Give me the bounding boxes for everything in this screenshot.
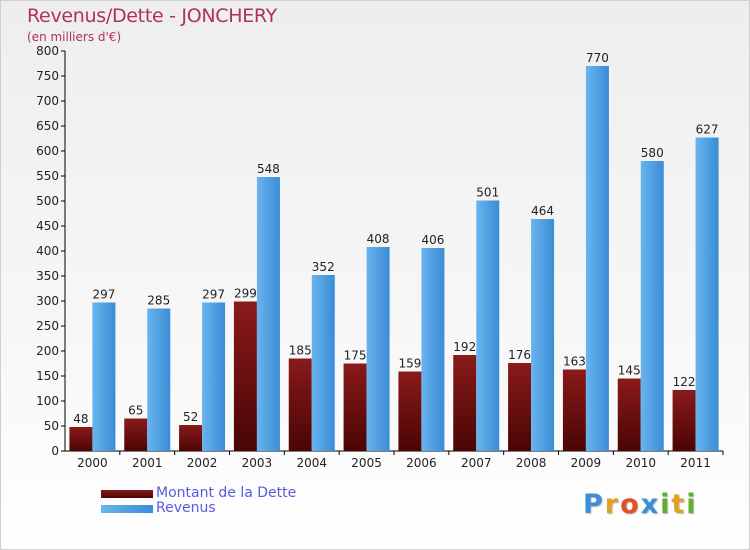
bar-dette <box>343 363 367 451</box>
data-label-dette: 192 <box>453 340 476 354</box>
y-tick-label: 800 <box>36 44 59 58</box>
y-tick-label: 300 <box>36 294 59 308</box>
x-tick-label: 2001 <box>132 456 163 470</box>
y-tick-label: 550 <box>36 169 59 183</box>
data-label-dette: 52 <box>183 410 198 424</box>
x-tick-label: 2008 <box>516 456 547 470</box>
bar-revenus <box>202 302 226 451</box>
bar-revenus <box>476 200 500 451</box>
data-label-revenus: 406 <box>421 233 444 247</box>
y-tick-label: 750 <box>36 69 59 83</box>
bar-revenus <box>695 137 719 451</box>
y-tick-label: 350 <box>36 269 59 283</box>
data-label-revenus: 770 <box>586 51 609 65</box>
bar-revenus <box>531 219 555 451</box>
y-tick-label: 500 <box>36 194 59 208</box>
bar-dette <box>124 418 148 451</box>
y-tick-label: 700 <box>36 94 59 108</box>
data-label-dette: 299 <box>234 287 257 301</box>
bar-dette <box>288 358 312 451</box>
bar-dette <box>453 355 477 451</box>
data-label-revenus: 297 <box>92 288 115 302</box>
x-tick-label: 2004 <box>296 456 327 470</box>
data-label-dette: 175 <box>344 349 367 363</box>
proxiti-logo: Proxiti <box>583 489 698 520</box>
data-label-revenus: 464 <box>531 204 554 218</box>
chart-subtitle: (en milliers d'€) <box>27 30 122 44</box>
bar-dette <box>562 369 586 451</box>
bar-revenus <box>256 177 280 451</box>
bar-revenus <box>585 66 609 451</box>
data-label-revenus: 627 <box>696 123 719 137</box>
data-label-revenus: 501 <box>476 186 499 200</box>
chart-title: Revenus/Dette - JONCHERY <box>27 5 277 27</box>
y-axis: 0 50 100 150 200 250 300 350 400 450 500 550 600 650 7… <box>36 44 66 458</box>
data-label-dette: 122 <box>673 375 696 389</box>
y-tick-label: 650 <box>36 119 59 133</box>
y-tick-label: 600 <box>36 144 59 158</box>
legend-swatch-dette <box>101 490 153 498</box>
x-tick-label: 2003 <box>242 456 273 470</box>
y-tick-label: 50 <box>44 419 59 433</box>
x-tick-label: 2005 <box>351 456 382 470</box>
bar-dette <box>508 363 532 451</box>
data-label-dette: 163 <box>563 355 586 369</box>
bar-revenus <box>311 275 335 451</box>
bar-revenus <box>421 248 445 451</box>
data-label-dette: 65 <box>128 404 143 418</box>
y-tick-label: 150 <box>36 369 59 383</box>
data-label-dette: 145 <box>618 364 641 378</box>
bar-dette <box>617 378 641 451</box>
x-tick-label: 2009 <box>571 456 602 470</box>
bar-dette <box>672 390 696 451</box>
x-tick-label: 2000 <box>77 456 108 470</box>
data-label-revenus: 297 <box>202 288 225 302</box>
bar-dette <box>69 427 93 451</box>
data-label-dette: 176 <box>508 348 531 362</box>
bar-revenus <box>640 161 664 451</box>
bar-revenus <box>366 247 390 451</box>
data-label-dette: 48 <box>73 412 88 426</box>
legend-label-revenus: Revenus <box>156 500 216 516</box>
data-label-dette: 185 <box>289 344 312 358</box>
x-tick-label: 2007 <box>461 456 492 470</box>
data-label-revenus: 580 <box>641 146 664 160</box>
bars <box>69 66 719 451</box>
bar-revenus <box>92 302 116 451</box>
y-tick-label: 400 <box>36 244 59 258</box>
legend-swatch-revenus <box>101 505 153 513</box>
bar-dette <box>398 371 422 451</box>
data-label-dette: 159 <box>398 357 421 371</box>
x-tick-label: 2002 <box>187 456 218 470</box>
bar-revenus <box>147 308 171 451</box>
data-label-revenus: 408 <box>367 232 390 246</box>
data-label-revenus: 548 <box>257 162 280 176</box>
y-tick-label: 200 <box>36 344 59 358</box>
data-label-revenus: 352 <box>312 260 335 274</box>
y-tick-label: 0 <box>51 444 59 458</box>
x-tick-label: 2010 <box>625 456 656 470</box>
bar-dette <box>179 425 203 451</box>
y-tick-label: 250 <box>36 319 59 333</box>
x-axis: 2000 2001 2002 2003 2004 2005 2006 2007 2008 2009… <box>65 450 724 470</box>
x-tick-label: 2011 <box>680 456 711 470</box>
y-tick-label: 100 <box>36 394 59 408</box>
data-labels: 48 297 65 285 52 297 299 548 185 352 175 408 159 406 1… <box>73 51 718 426</box>
x-tick-label: 2006 <box>406 456 437 470</box>
y-tick-label: 450 <box>36 219 59 233</box>
bar-dette <box>233 301 257 451</box>
data-label-revenus: 285 <box>147 294 170 308</box>
legend-label-dette: Montant de la Dette <box>156 485 297 501</box>
